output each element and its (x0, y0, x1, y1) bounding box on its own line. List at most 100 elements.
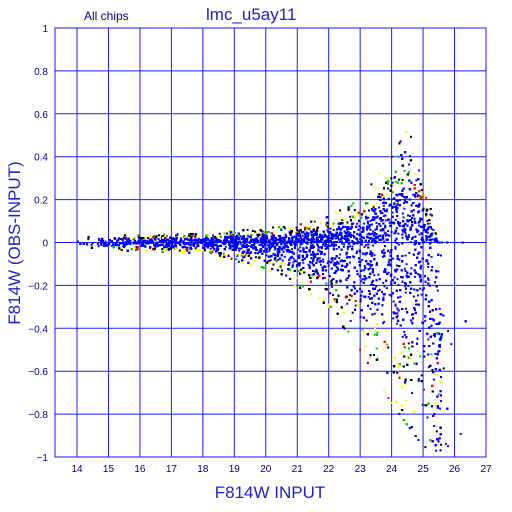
data-point (401, 236, 404, 239)
data-point (237, 240, 240, 243)
data-point (334, 237, 337, 240)
data-point (332, 229, 335, 231)
data-point (423, 355, 426, 358)
data-point (384, 245, 386, 248)
data-point (386, 192, 389, 195)
data-point (320, 247, 323, 250)
data-point (339, 260, 342, 263)
data-point (87, 238, 90, 241)
data-point (336, 260, 339, 263)
data-point (381, 290, 383, 293)
data-point (330, 280, 333, 283)
data-point (404, 285, 407, 288)
data-point (447, 445, 449, 448)
data-point (248, 235, 251, 238)
data-point (410, 135, 412, 138)
data-point (374, 216, 377, 219)
data-point (395, 227, 398, 229)
data-point (226, 232, 229, 235)
data-point (404, 232, 407, 235)
data-point (361, 278, 364, 281)
data-point (385, 287, 388, 290)
data-point (370, 183, 373, 186)
data-point (124, 234, 127, 237)
data-point (375, 261, 378, 264)
data-point (356, 239, 359, 242)
data-point (412, 193, 415, 196)
data-point (327, 240, 329, 243)
data-point (171, 246, 174, 249)
data-point (343, 230, 346, 233)
data-point (285, 249, 288, 251)
data-point (372, 230, 375, 233)
data-point (218, 244, 221, 247)
data-point (380, 219, 383, 222)
data-point (238, 249, 241, 252)
data-point (359, 288, 362, 291)
data-point (390, 294, 393, 297)
data-point (382, 322, 385, 325)
data-point (196, 236, 199, 239)
data-point (284, 227, 286, 230)
data-point (373, 354, 375, 356)
data-point (279, 235, 282, 237)
data-point (352, 202, 355, 205)
data-point (272, 226, 274, 229)
data-point (430, 255, 433, 258)
data-point (408, 251, 411, 254)
data-point (209, 247, 212, 250)
data-point (392, 205, 394, 208)
data-point (410, 241, 412, 244)
data-point (356, 222, 359, 225)
data-point (388, 258, 391, 261)
data-point (425, 404, 428, 407)
data-point (426, 231, 429, 234)
data-point (362, 269, 365, 272)
data-point (235, 234, 238, 237)
data-point (172, 245, 175, 247)
data-point (102, 242, 105, 245)
data-point (410, 181, 413, 184)
data-point (406, 219, 409, 222)
data-point (125, 236, 128, 239)
data-point (186, 249, 189, 252)
chart-subtitle: All chips (84, 9, 129, 23)
data-point (275, 230, 278, 233)
data-point (263, 230, 266, 232)
data-point (162, 241, 165, 244)
data-point (423, 350, 426, 353)
data-point (432, 228, 435, 231)
data-point (186, 241, 189, 244)
data-point (378, 206, 381, 209)
data-point (418, 224, 421, 227)
data-point (233, 232, 236, 234)
data-point (350, 295, 353, 297)
data-point (417, 379, 420, 382)
data-point (403, 202, 405, 205)
data-point (381, 250, 384, 253)
data-point (403, 169, 406, 172)
data-point (338, 293, 340, 296)
data-point (339, 253, 342, 256)
data-point (355, 252, 358, 255)
data-point (269, 259, 272, 262)
data-point (399, 140, 402, 143)
data-point (322, 258, 325, 261)
data-point (364, 253, 367, 256)
data-point (372, 244, 375, 247)
data-point (346, 206, 349, 209)
data-point (346, 221, 349, 224)
data-point (241, 253, 244, 256)
data-point (356, 232, 359, 235)
data-point (422, 322, 425, 324)
data-point (405, 263, 408, 266)
data-point (151, 246, 154, 249)
data-point (437, 440, 440, 443)
data-point (395, 199, 398, 202)
data-point (188, 248, 191, 251)
data-point (373, 333, 376, 336)
data-point (396, 312, 399, 315)
data-point (359, 348, 362, 351)
data-point (411, 391, 414, 394)
